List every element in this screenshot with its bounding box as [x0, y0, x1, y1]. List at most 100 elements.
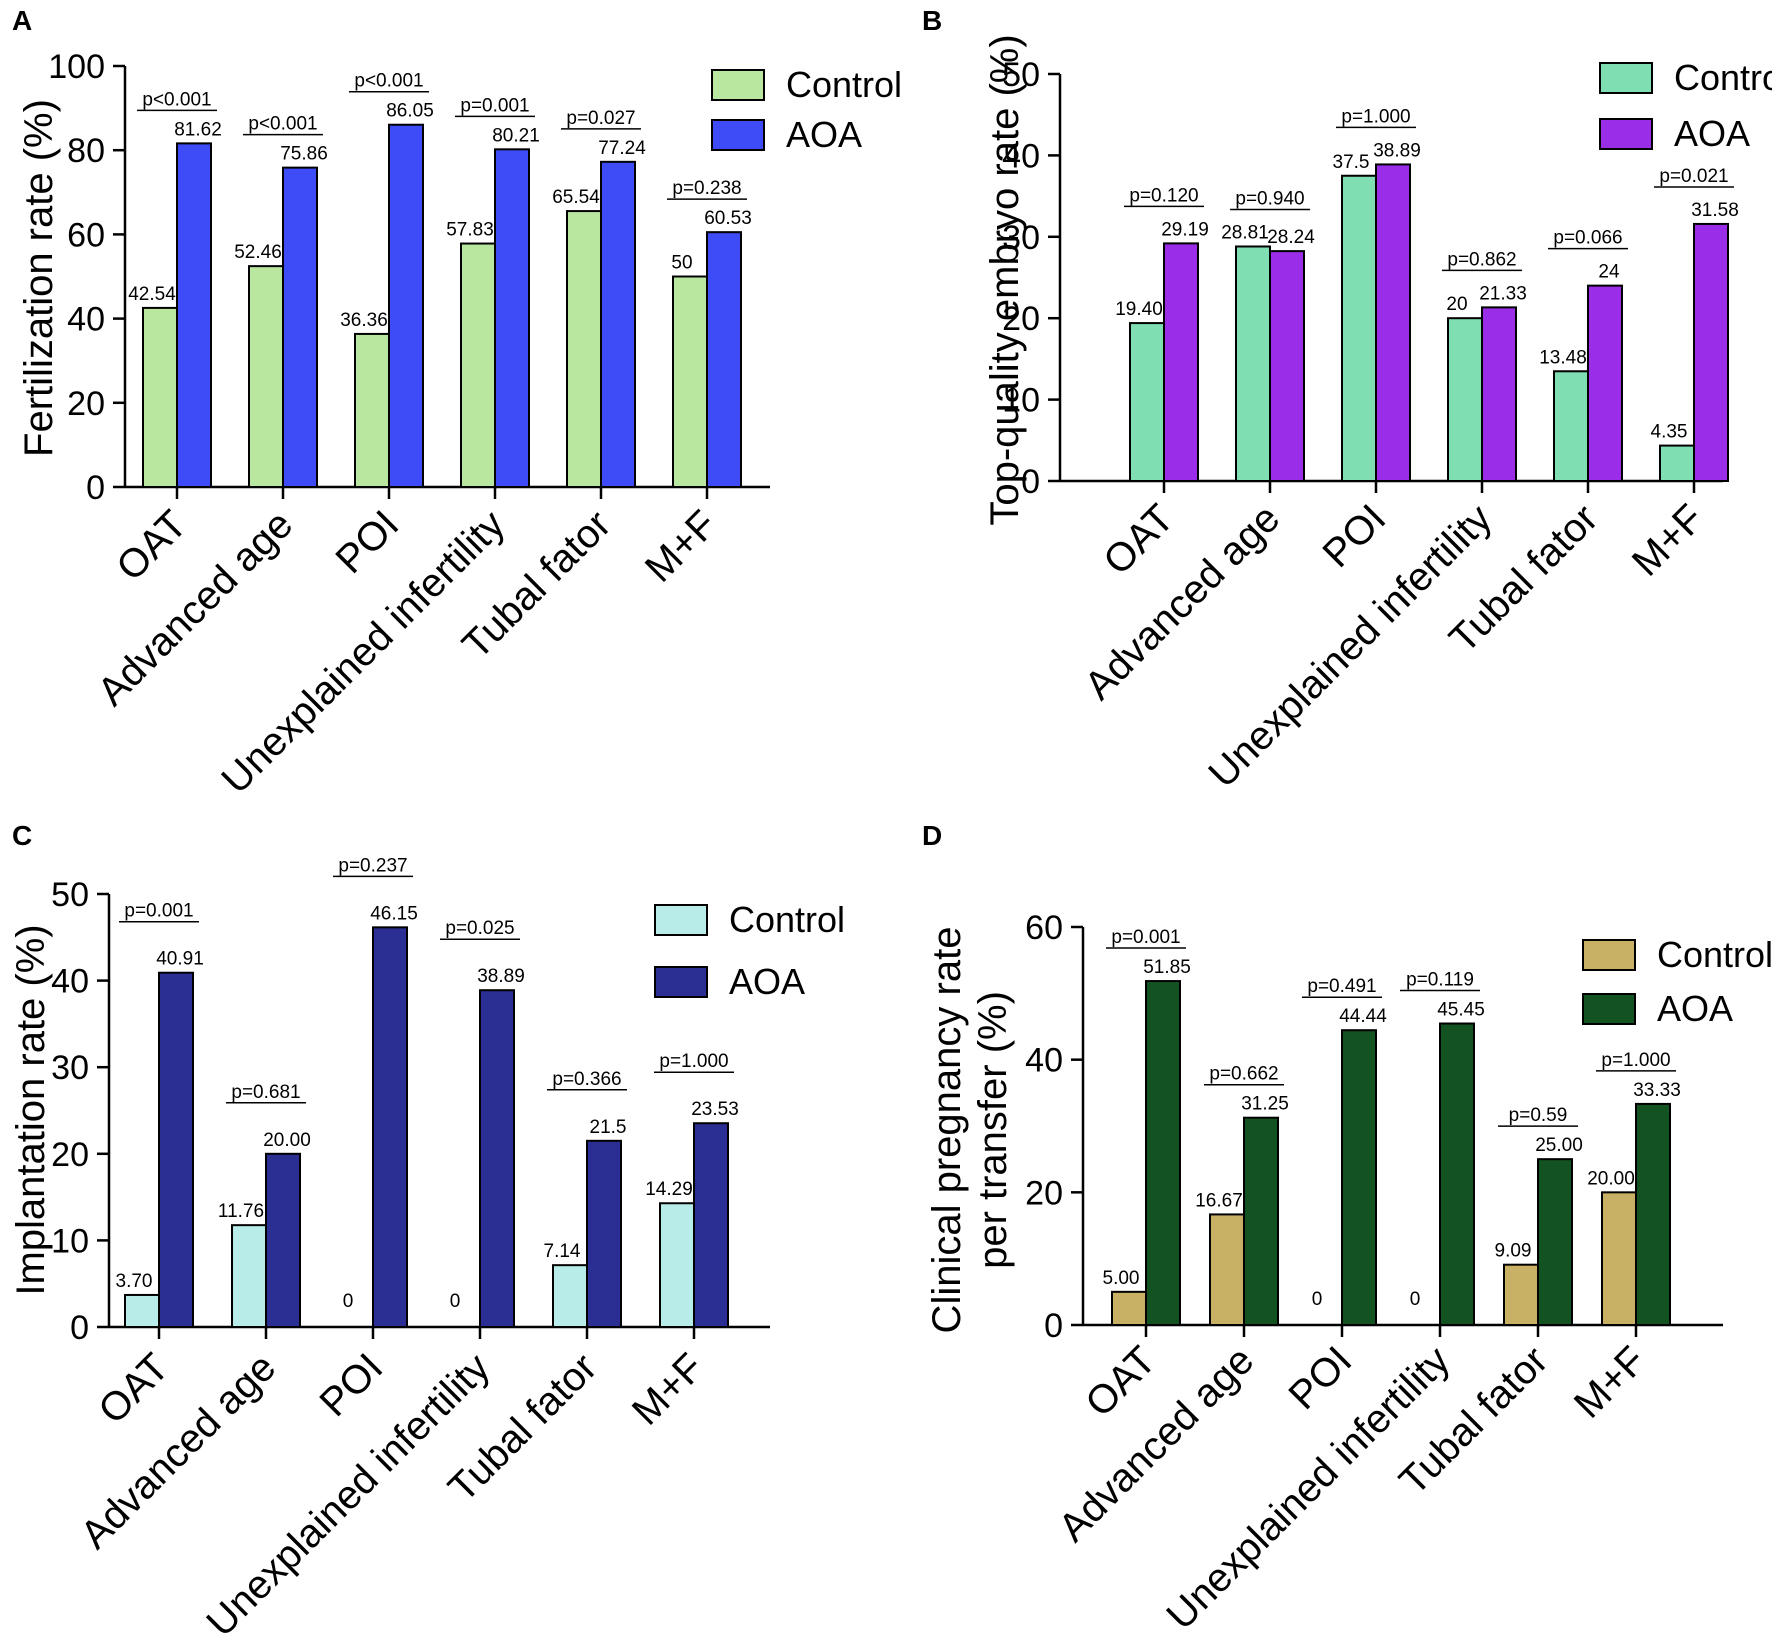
y-tick-label: 30 [1002, 219, 1040, 257]
bar-aoa [1243, 1116, 1279, 1327]
data-label-control: 65.54 [552, 187, 600, 208]
bar-control [1235, 245, 1271, 482]
p-value-label: p=0.119 [1406, 970, 1474, 991]
data-label-control: 0 [450, 1291, 461, 1312]
x-category-label: POI [1281, 1338, 1361, 1418]
x-category-label: POI [328, 502, 408, 582]
panel-letter: A [12, 5, 32, 36]
panel-letter: D [922, 820, 942, 851]
bar-control [1209, 1213, 1245, 1327]
legend-swatch-aoa [711, 119, 765, 151]
y-axis-title: Fertilization rate (%) [17, 99, 61, 457]
bar-aoa [176, 142, 212, 489]
data-label-aoa: 24 [1598, 262, 1620, 283]
legend-swatch-aoa [654, 966, 708, 998]
data-label-control: 42.54 [128, 284, 176, 305]
data-label-aoa: 40.91 [156, 949, 204, 970]
y-tick-label: 0 [70, 1309, 89, 1347]
bar-aoa [1145, 980, 1181, 1326]
bar-control [354, 332, 390, 489]
data-label-control: 37.5 [1333, 152, 1370, 173]
bar-control [1111, 1290, 1147, 1327]
data-label-aoa: 46.15 [370, 903, 418, 924]
data-label-control: 16.67 [1195, 1190, 1243, 1211]
bar-aoa [388, 123, 424, 489]
y-tick-label: 20 [1002, 300, 1040, 338]
y-tick-label: 20 [51, 1136, 89, 1174]
legend-label-control: Control [729, 899, 845, 940]
data-label-aoa: 25.00 [1535, 1135, 1583, 1156]
y-tick-label: 80 [67, 132, 105, 170]
y-axis-title: Clinical pregnancy rateper transfer (%) [925, 927, 1015, 1334]
p-value-label: p=1.000 [1341, 106, 1410, 127]
bar-control [1129, 322, 1165, 483]
legend-swatch-aoa [1599, 118, 1653, 150]
p-value-label: p=0.491 [1307, 976, 1376, 997]
x-category-label: M+F [637, 502, 725, 590]
y-tick-label: 40 [67, 301, 105, 339]
data-label-aoa: 28.24 [1267, 227, 1315, 248]
bar-control [1659, 444, 1695, 483]
p-value-label: p=0.662 [1209, 1064, 1278, 1085]
bar-aoa [265, 1152, 301, 1329]
p-value-label: p=0.021 [1659, 166, 1728, 187]
bar-aoa [1269, 250, 1305, 482]
legend-label-control: Control [1657, 934, 1772, 975]
bar-aoa [1375, 163, 1411, 482]
x-category-label: Advanced age [89, 502, 301, 714]
x-category-label: M+F [1566, 1338, 1654, 1426]
bar-aoa [479, 989, 515, 1328]
p-value-label: p=0.862 [1447, 249, 1516, 270]
y-tick-label: 60 [1025, 909, 1063, 947]
bar-control [566, 210, 602, 488]
data-label-control: 28.81 [1221, 222, 1269, 243]
bar-aoa [1587, 284, 1623, 483]
bar-control [1447, 317, 1483, 483]
data-label-control: 11.76 [218, 1201, 264, 1222]
data-label-aoa: 75.86 [280, 144, 328, 165]
data-label-control: 0 [1410, 1289, 1421, 1310]
y-tick-label: 40 [1025, 1042, 1063, 1080]
chart-panel-d: D 0 20 40 60 Clinical pregnancy rateper trans… [922, 820, 1772, 1638]
data-label-control: 7.14 [544, 1241, 581, 1262]
x-category-label: OAT [108, 502, 195, 589]
y-tick-label: 60 [67, 216, 105, 254]
x-category-label: OAT [90, 1345, 177, 1432]
data-label-aoa: 31.58 [1691, 200, 1739, 221]
bar-control [248, 265, 284, 488]
data-label-aoa: 23.53 [691, 1099, 739, 1120]
bar-control [142, 306, 178, 488]
p-value-label: p=1.000 [1601, 1050, 1670, 1071]
y-tick-label: 100 [48, 48, 105, 86]
data-label-control: 4.35 [1651, 422, 1688, 443]
p-value-label: p<0.001 [354, 71, 423, 92]
y-tick-label: 20 [67, 385, 105, 423]
data-label-aoa: 33.33 [1633, 1080, 1681, 1101]
bar-aoa [282, 166, 318, 488]
y-tick-label: 40 [1002, 137, 1040, 175]
data-label-aoa: 38.89 [477, 966, 525, 987]
bar-aoa [1635, 1102, 1671, 1327]
x-category-label: Advanced age [1076, 496, 1288, 708]
data-label-control: 20.00 [1587, 1168, 1635, 1189]
data-label-control: 52.46 [234, 242, 282, 263]
data-label-control: 9.09 [1495, 1241, 1532, 1262]
y-tick-label: 0 [86, 469, 105, 507]
y-tick-label: 0 [1044, 1307, 1063, 1345]
y-tick-label: 50 [51, 876, 89, 914]
data-label-control: 57.83 [446, 220, 494, 241]
bar-control [124, 1293, 160, 1329]
data-label-control: 3.70 [116, 1271, 153, 1292]
bar-control [1601, 1191, 1637, 1327]
x-category-label: M+F [1624, 496, 1712, 584]
data-label-aoa: 21.33 [1479, 283, 1527, 304]
bar-control [552, 1264, 588, 1329]
data-label-control: 0 [343, 1291, 354, 1312]
data-label-aoa: 29.19 [1161, 219, 1209, 240]
legend-label-aoa: AOA [786, 114, 862, 155]
y-axis-title: Implantation rate (%) [9, 924, 53, 1295]
data-label-aoa: 80.21 [492, 125, 540, 146]
p-value-label: p=0.001 [124, 901, 193, 922]
y-axis-title-line: Clinical pregnancy rate [925, 927, 969, 1334]
legend-label-aoa: AOA [1657, 988, 1733, 1029]
